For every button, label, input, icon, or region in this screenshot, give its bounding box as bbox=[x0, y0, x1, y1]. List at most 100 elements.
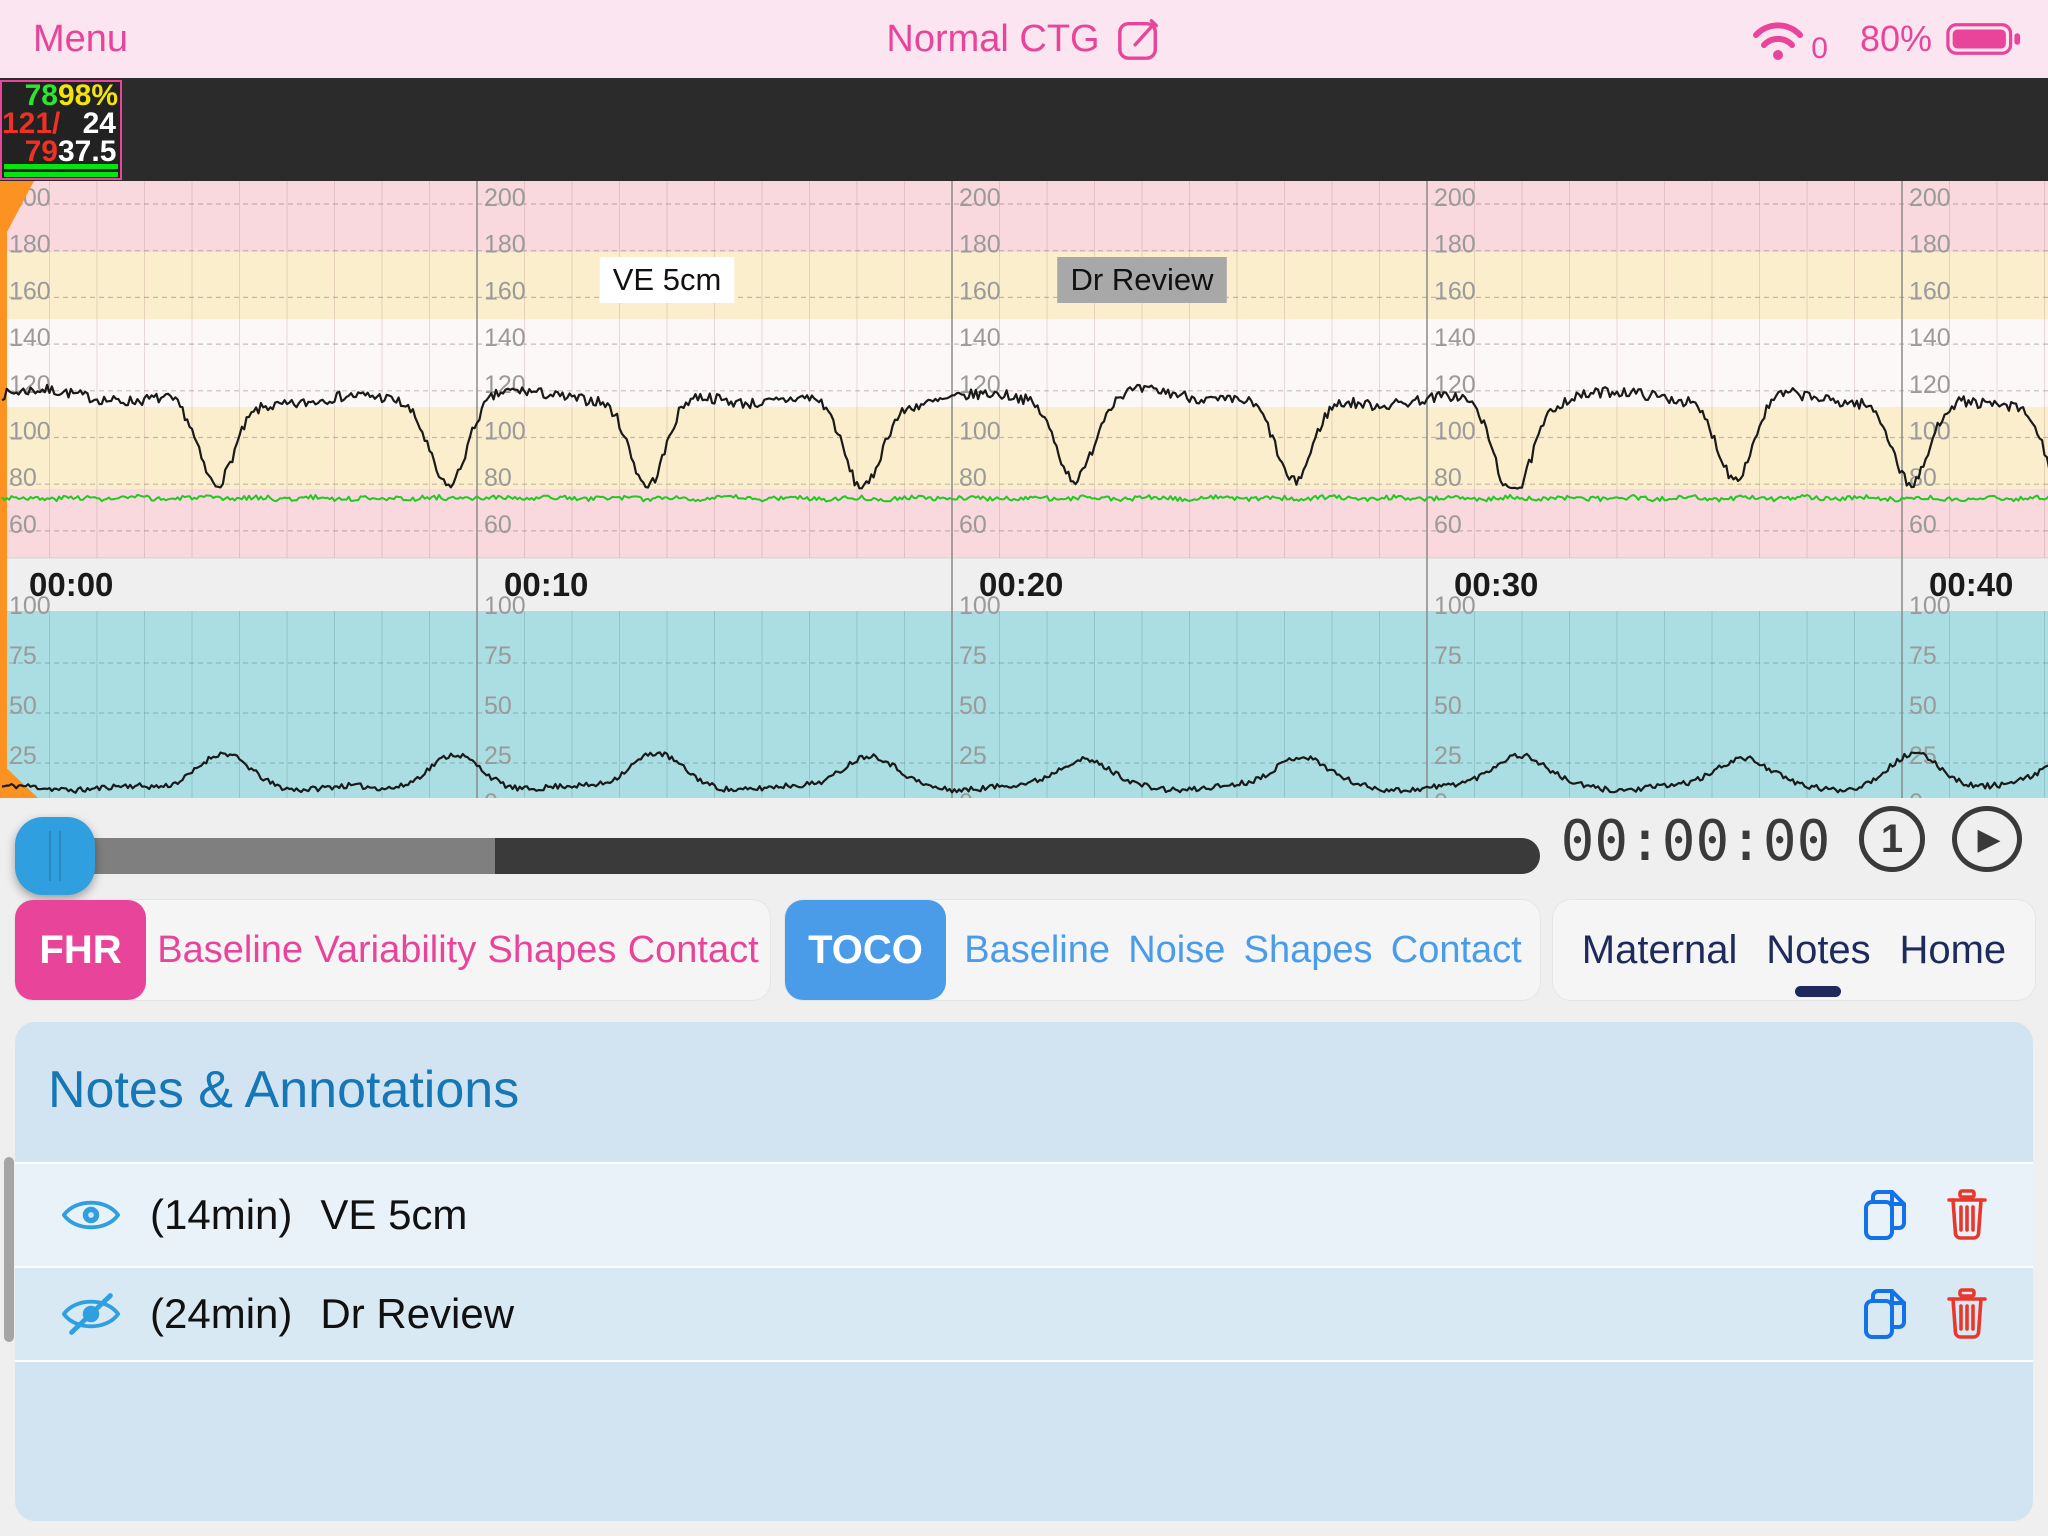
copy-note-icon[interactable] bbox=[1859, 1187, 1911, 1243]
svg-text:75: 75 bbox=[1434, 642, 1462, 670]
svg-text:80: 80 bbox=[484, 464, 512, 492]
chart-annotation-marker[interactable]: Dr Review bbox=[1057, 257, 1227, 303]
playback-slider-thumb[interactable] bbox=[15, 817, 95, 895]
svg-text:160: 160 bbox=[1434, 277, 1476, 305]
nav-tab-card: Maternal Notes Home bbox=[1553, 900, 2035, 1000]
tab-toco-noise[interactable]: Noise bbox=[1128, 928, 1226, 971]
note-row[interactable]: (24min) Dr Review bbox=[15, 1266, 2033, 1362]
title-group: Normal CTG bbox=[0, 0, 2048, 78]
vitals-green-bar bbox=[4, 164, 118, 169]
battery-percent: 80% bbox=[1859, 18, 1932, 59]
copy-note-icon[interactable] bbox=[1859, 1286, 1911, 1342]
tab-home[interactable]: Home bbox=[1899, 927, 2007, 972]
svg-text:140: 140 bbox=[1909, 324, 1951, 352]
svg-text:0: 0 bbox=[1909, 789, 1923, 798]
svg-text:80: 80 bbox=[9, 464, 37, 492]
svg-text:50: 50 bbox=[959, 692, 987, 720]
tab-toco[interactable]: TOCO bbox=[785, 900, 946, 1000]
eye-hidden-icon[interactable] bbox=[60, 1291, 124, 1337]
svg-text:120: 120 bbox=[9, 371, 51, 399]
tab-fhr-shapes[interactable]: Shapes bbox=[487, 928, 617, 971]
svg-text:180: 180 bbox=[959, 231, 1001, 259]
note-text: Dr Review bbox=[320, 1290, 515, 1337]
chart-bands bbox=[0, 181, 2048, 798]
page-scrollbar[interactable] bbox=[4, 1157, 14, 1342]
svg-text:160: 160 bbox=[1909, 277, 1951, 305]
play-button[interactable]: ▶ bbox=[1952, 806, 2022, 872]
vital-bp: 121/ bbox=[2, 107, 61, 140]
tab-notes[interactable]: Notes bbox=[1766, 928, 1871, 997]
svg-text:180: 180 bbox=[1909, 231, 1951, 259]
compose-icon[interactable] bbox=[1116, 16, 1162, 62]
tab-toco-baseline[interactable]: Baseline bbox=[964, 928, 1110, 971]
svg-text:80: 80 bbox=[1434, 464, 1462, 492]
tab-toco-shapes[interactable]: Shapes bbox=[1243, 928, 1373, 971]
svg-text:200: 200 bbox=[959, 184, 1001, 212]
svg-text:50: 50 bbox=[1434, 692, 1462, 720]
svg-text:75: 75 bbox=[484, 642, 512, 670]
svg-text:200: 200 bbox=[1909, 184, 1951, 212]
vitals-bar: 78 98% 121/24 79 37.5 bbox=[0, 78, 2048, 181]
speed-button[interactable]: 1 bbox=[1859, 806, 1925, 872]
fhr-tab-card: FHR Baseline Variability Shapes Contact bbox=[15, 900, 770, 1000]
elapsed-time: 00:00:00 bbox=[1560, 808, 1831, 874]
maternal-hr-trace bbox=[1, 493, 2048, 503]
chart-annotations: VE 5cm Dr Review bbox=[599, 257, 1227, 303]
svg-text:60: 60 bbox=[1434, 511, 1462, 539]
svg-text:0: 0 bbox=[959, 789, 973, 798]
svg-text:100: 100 bbox=[9, 592, 51, 620]
svg-text:100: 100 bbox=[484, 592, 526, 620]
note-row[interactable]: (14min) VE 5cm bbox=[15, 1162, 2033, 1266]
fhr-trace bbox=[1, 383, 2048, 490]
eye-visible-icon[interactable] bbox=[60, 1192, 124, 1238]
playback-track-remaining[interactable] bbox=[495, 838, 1540, 874]
svg-text:25: 25 bbox=[1909, 742, 1937, 770]
svg-text:25: 25 bbox=[959, 742, 987, 770]
ctg-chart[interactable]: 200 180 160 140 120 100 80 60 100 75 50 25 0 00:00 200… bbox=[0, 181, 2048, 798]
svg-text:00:30: 00:30 bbox=[1454, 566, 1538, 603]
wifi-icon bbox=[1751, 16, 1805, 62]
note-time: (24min) bbox=[150, 1290, 293, 1337]
toco-trace bbox=[1, 751, 2048, 794]
tab-fhr-baseline[interactable]: Baseline bbox=[157, 928, 304, 971]
vital-resp: 24 bbox=[82, 107, 116, 140]
wifi-count: 0 bbox=[1811, 32, 1828, 65]
svg-text:140: 140 bbox=[484, 324, 526, 352]
svg-text:160: 160 bbox=[484, 277, 526, 305]
play-icon: ▶ bbox=[1977, 822, 2001, 856]
active-tab-underline bbox=[1795, 985, 1842, 997]
notes-title: Notes & Annotations bbox=[48, 1061, 520, 1119]
svg-text:80: 80 bbox=[959, 464, 987, 492]
top-bar: Menu Normal CTG 0 80% bbox=[0, 0, 2048, 78]
note-time: (14min) bbox=[150, 1191, 293, 1238]
chart-grid bbox=[0, 181, 2048, 798]
tab-fhr[interactable]: FHR bbox=[15, 900, 146, 1000]
svg-text:25: 25 bbox=[9, 742, 37, 770]
svg-text:00:00: 00:00 bbox=[29, 566, 113, 603]
delete-note-icon[interactable] bbox=[1945, 1287, 1989, 1341]
svg-text:00:40: 00:40 bbox=[1929, 566, 2013, 603]
svg-text:160: 160 bbox=[9, 277, 51, 305]
svg-text:Dr Review: Dr Review bbox=[1071, 262, 1215, 297]
delete-note-icon[interactable] bbox=[1945, 1188, 1989, 1242]
note-text: VE 5cm bbox=[320, 1191, 468, 1238]
svg-text:0: 0 bbox=[484, 789, 498, 798]
notes-panel: Notes & Annotations (14min) VE 5cm bbox=[15, 1022, 2033, 1521]
svg-text:60: 60 bbox=[484, 511, 512, 539]
vital-pulse: 79 bbox=[24, 135, 58, 168]
svg-text:60: 60 bbox=[9, 511, 37, 539]
tab-fhr-contact[interactable]: Contact bbox=[627, 928, 759, 971]
playback-track-elapsed[interactable] bbox=[15, 838, 495, 874]
svg-text:100: 100 bbox=[1434, 418, 1476, 446]
svg-text:180: 180 bbox=[484, 231, 526, 259]
chart-annotation-marker[interactable]: VE 5cm bbox=[599, 257, 735, 303]
tab-toco-contact[interactable]: Contact bbox=[1390, 928, 1522, 971]
tab-fhr-variability[interactable]: Variability bbox=[314, 928, 477, 971]
battery-icon bbox=[1946, 19, 2022, 59]
svg-text:120: 120 bbox=[1909, 371, 1951, 399]
menu-button[interactable]: Menu bbox=[33, 17, 129, 60]
svg-text:75: 75 bbox=[9, 642, 37, 670]
svg-text:50: 50 bbox=[484, 692, 512, 720]
tab-maternal[interactable]: Maternal bbox=[1581, 927, 1738, 972]
